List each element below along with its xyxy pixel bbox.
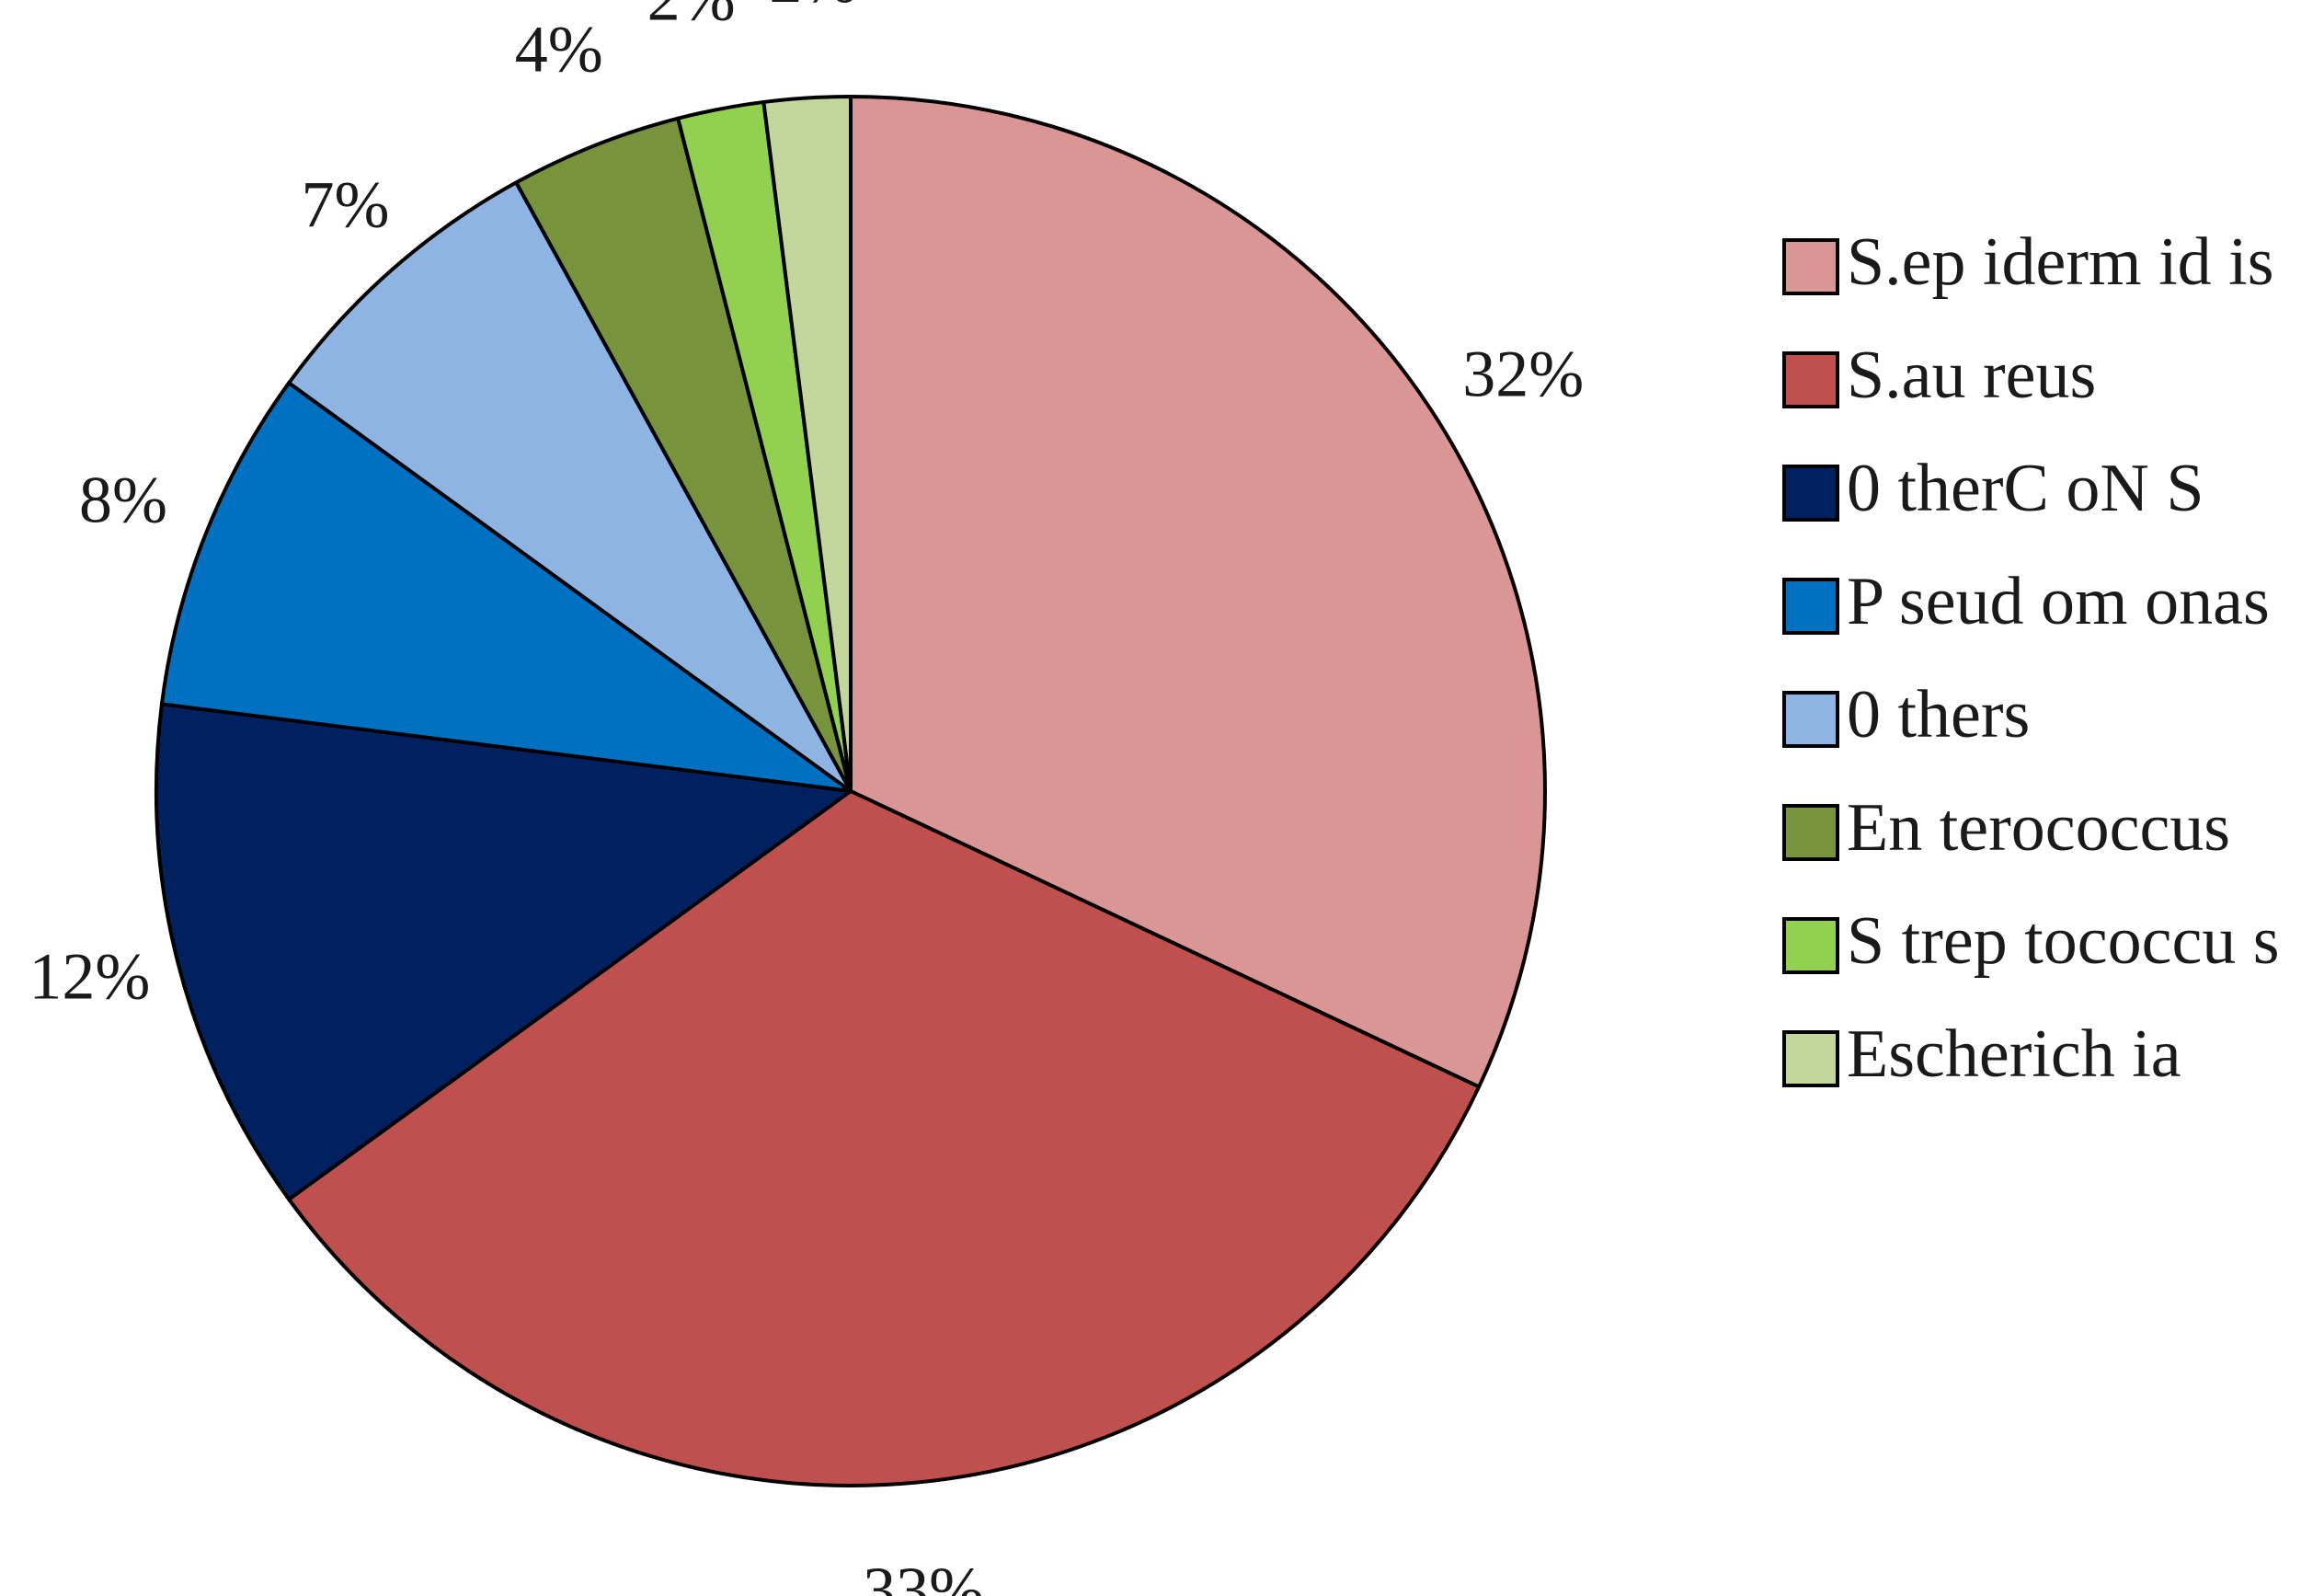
legend-swatch-4 [1782,691,1839,748]
legend-swatch-0 [1782,238,1839,295]
legend-label-2: 0 therC oN S [1847,451,2204,526]
data-label-0: 32% [1462,337,1584,410]
data-label-2: 12% [29,939,150,1013]
data-label-6: 2% [647,0,736,34]
pie-slice-1 [287,789,1482,1487]
legend-swatch-7 [1782,1030,1839,1087]
legend-label-5: En terococcus [1847,790,2230,866]
pie-slice-4 [287,180,853,793]
legend-swatch-1 [1782,351,1839,408]
legend-swatch-3 [1782,578,1839,635]
pie-slice-5 [514,116,853,793]
pie-slice-7 [761,95,853,793]
pie-slice-0 [849,95,1547,1089]
data-label-1: 33% [863,1554,984,1596]
legend-label-1: S.au reus [1847,338,2096,413]
data-label-4: 7% [302,167,390,241]
legend-swatch-5 [1782,804,1839,861]
pie-slice-3 [159,381,853,793]
legend-label-7: Escherich ia [1847,1016,2181,1092]
legend-label-4: 0 thers [1847,677,2030,752]
data-label-5: 4% [515,13,603,86]
legend: S.ep iderm id is S.au reus 0 therC oN S P s… [1782,224,2280,1092]
pie-slice-2 [155,702,853,1201]
legend-label-3: P seud om onas [1847,564,2270,639]
legend-label-6: S trep tococcu s [1847,903,2280,979]
legend-label-0: S.ep iderm id is [1847,224,2274,300]
legend-swatch-2 [1782,465,1839,522]
pie-data-labels: 32% 33% 12% 8% 7% 4% 2% 2% [29,0,1584,1596]
pie-slices [155,95,1547,1487]
legend-swatch-6 [1782,917,1839,974]
data-label-7: 2% [769,0,857,17]
data-label-3: 8% [79,463,167,536]
